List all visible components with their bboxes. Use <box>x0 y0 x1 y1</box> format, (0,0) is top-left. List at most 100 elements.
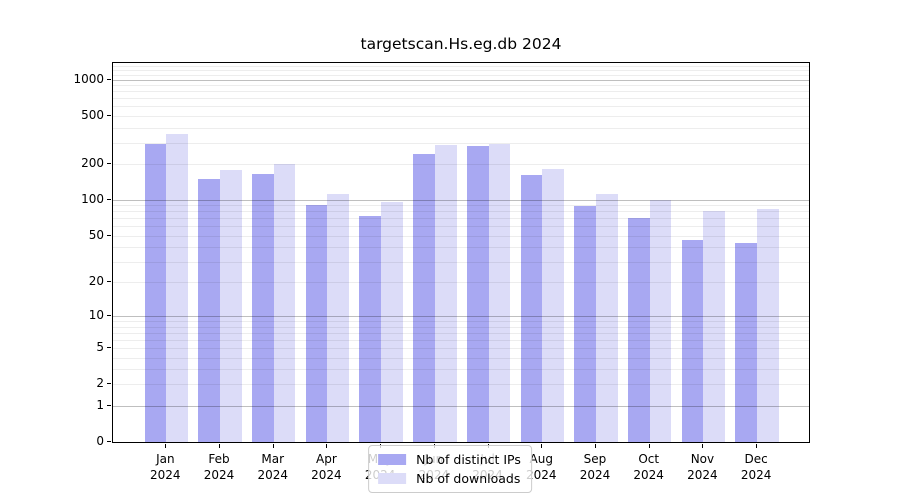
x-tick-month: Feb <box>208 452 230 466</box>
gridline-minor <box>113 106 809 108</box>
legend-row-distinct-ips: Nb of distinct IPs <box>378 452 521 467</box>
y-tick-mark <box>107 404 111 406</box>
x-tick-year: 2024 <box>203 468 235 482</box>
y-tick-mark <box>107 441 111 442</box>
bar-downloads <box>434 145 457 442</box>
x-tick-label: Sep 2024 <box>560 451 630 483</box>
y-tick-mark <box>107 78 111 80</box>
bar-downloads <box>488 143 511 442</box>
y-tick-label: 2 <box>96 376 104 391</box>
x-tick-month: Aug <box>529 452 553 466</box>
bar-downloads <box>703 210 726 442</box>
x-tick-year: 2024 <box>740 468 772 482</box>
y-tick-mark <box>107 315 111 317</box>
x-tick-year: 2024 <box>579 468 611 482</box>
legend-swatch-distinct-ips <box>378 454 407 465</box>
bar-distinct-ips <box>305 205 328 442</box>
gridline-major <box>113 199 809 201</box>
bar-distinct-ips <box>627 218 650 442</box>
y-tick-label: 5 <box>96 339 104 354</box>
y-tick-mark <box>107 281 111 283</box>
legend-row-downloads: Nb of downloads <box>378 471 521 486</box>
x-tick-label: Apr 2024 <box>291 451 361 483</box>
x-tick-mark <box>326 444 328 448</box>
gridline-minor <box>113 326 809 328</box>
bar-distinct-ips <box>359 216 382 442</box>
gridline-major <box>113 79 809 81</box>
y-tick-mark <box>107 114 111 116</box>
x-tick-month: Nov <box>690 452 715 466</box>
gridline-minor <box>113 247 809 249</box>
legend: Nb of distinct IPs Nb of downloads <box>368 445 532 493</box>
x-tick-year: 2024 <box>633 468 664 482</box>
y-tick-mark <box>107 234 111 236</box>
gridline-minor <box>113 226 809 228</box>
gridline-minor <box>113 235 809 237</box>
legend-swatch-downloads <box>378 473 407 484</box>
x-tick-mark <box>702 444 704 448</box>
y-tick-label: 1 <box>96 397 104 412</box>
y-tick-label: 50 <box>88 227 104 242</box>
legend-label-distinct-ips: Nb of distinct IPs <box>416 452 521 467</box>
gridline-minor <box>113 218 809 220</box>
y-tick-label: 0 <box>96 434 104 448</box>
gridline-minor <box>113 347 809 349</box>
bar-downloads <box>166 134 189 442</box>
bar-downloads <box>220 170 242 442</box>
bar-downloads <box>381 201 403 442</box>
gridline-minor <box>113 142 809 144</box>
x-tick-mark <box>272 444 274 448</box>
bar-distinct-ips <box>520 175 543 442</box>
gridline-minor <box>113 85 809 87</box>
bar-distinct-ips <box>466 145 489 442</box>
x-tick-year: 2024 <box>525 468 557 482</box>
gridline-minor <box>113 339 809 341</box>
gridline-minor <box>113 357 809 359</box>
x-tick-year: 2024 <box>150 468 181 482</box>
bar-downloads <box>327 193 350 442</box>
gridline-major <box>113 405 809 407</box>
y-axis: 0 1 2 5 10 20 50 100 200 500 1000 <box>0 62 104 449</box>
x-tick-mark <box>648 444 650 448</box>
x-tick-label: Aug 2024 <box>506 451 576 483</box>
x-tick-label: Mar 2024 <box>238 451 308 483</box>
x-tick-year: 2024 <box>311 468 342 482</box>
y-tick-label: 200 <box>81 155 104 170</box>
gridline-major <box>113 316 809 318</box>
y-tick-label: 100 <box>81 191 104 206</box>
x-tick-label: Nov 2024 <box>667 451 737 483</box>
y-tick-label: 1000 <box>73 71 104 86</box>
gridline-minor <box>113 65 809 67</box>
y-tick-mark <box>107 198 111 200</box>
chart-title: targetscan.Hs.eg.db 2024 <box>360 35 562 53</box>
bar-distinct-ips <box>574 205 596 442</box>
x-tick-mark <box>594 444 596 448</box>
bar-downloads <box>595 193 618 442</box>
x-tick-month: Oct <box>638 452 660 466</box>
gridline-minor <box>113 115 809 117</box>
gridline-minor <box>113 282 809 284</box>
y-tick-label: 500 <box>81 107 104 122</box>
x-tick-mark <box>541 444 543 448</box>
x-tick-month: Apr <box>316 452 337 466</box>
bar-distinct-ips <box>681 240 704 442</box>
y-tick-mark <box>107 383 111 385</box>
x-tick-month: Mar <box>261 452 285 466</box>
y-tick-mark <box>107 346 111 348</box>
legend-label-downloads: Nb of downloads <box>416 471 521 486</box>
x-tick-year: 2024 <box>687 468 718 482</box>
bar-downloads <box>542 169 564 442</box>
x-tick-month: Dec <box>744 452 768 466</box>
gridline-minor <box>113 91 809 93</box>
gridline-minor <box>113 332 809 334</box>
gridline-minor <box>113 384 809 386</box>
x-tick-label: Feb 2024 <box>184 451 254 483</box>
x-tick-month: Jan <box>156 452 175 466</box>
bar-downloads <box>273 164 296 442</box>
gridline-minor <box>113 261 809 263</box>
bar-distinct-ips <box>198 178 221 442</box>
bar-distinct-ips <box>413 154 435 442</box>
x-tick-label: Dec 2024 <box>721 451 791 483</box>
gridline-minor <box>113 211 809 213</box>
